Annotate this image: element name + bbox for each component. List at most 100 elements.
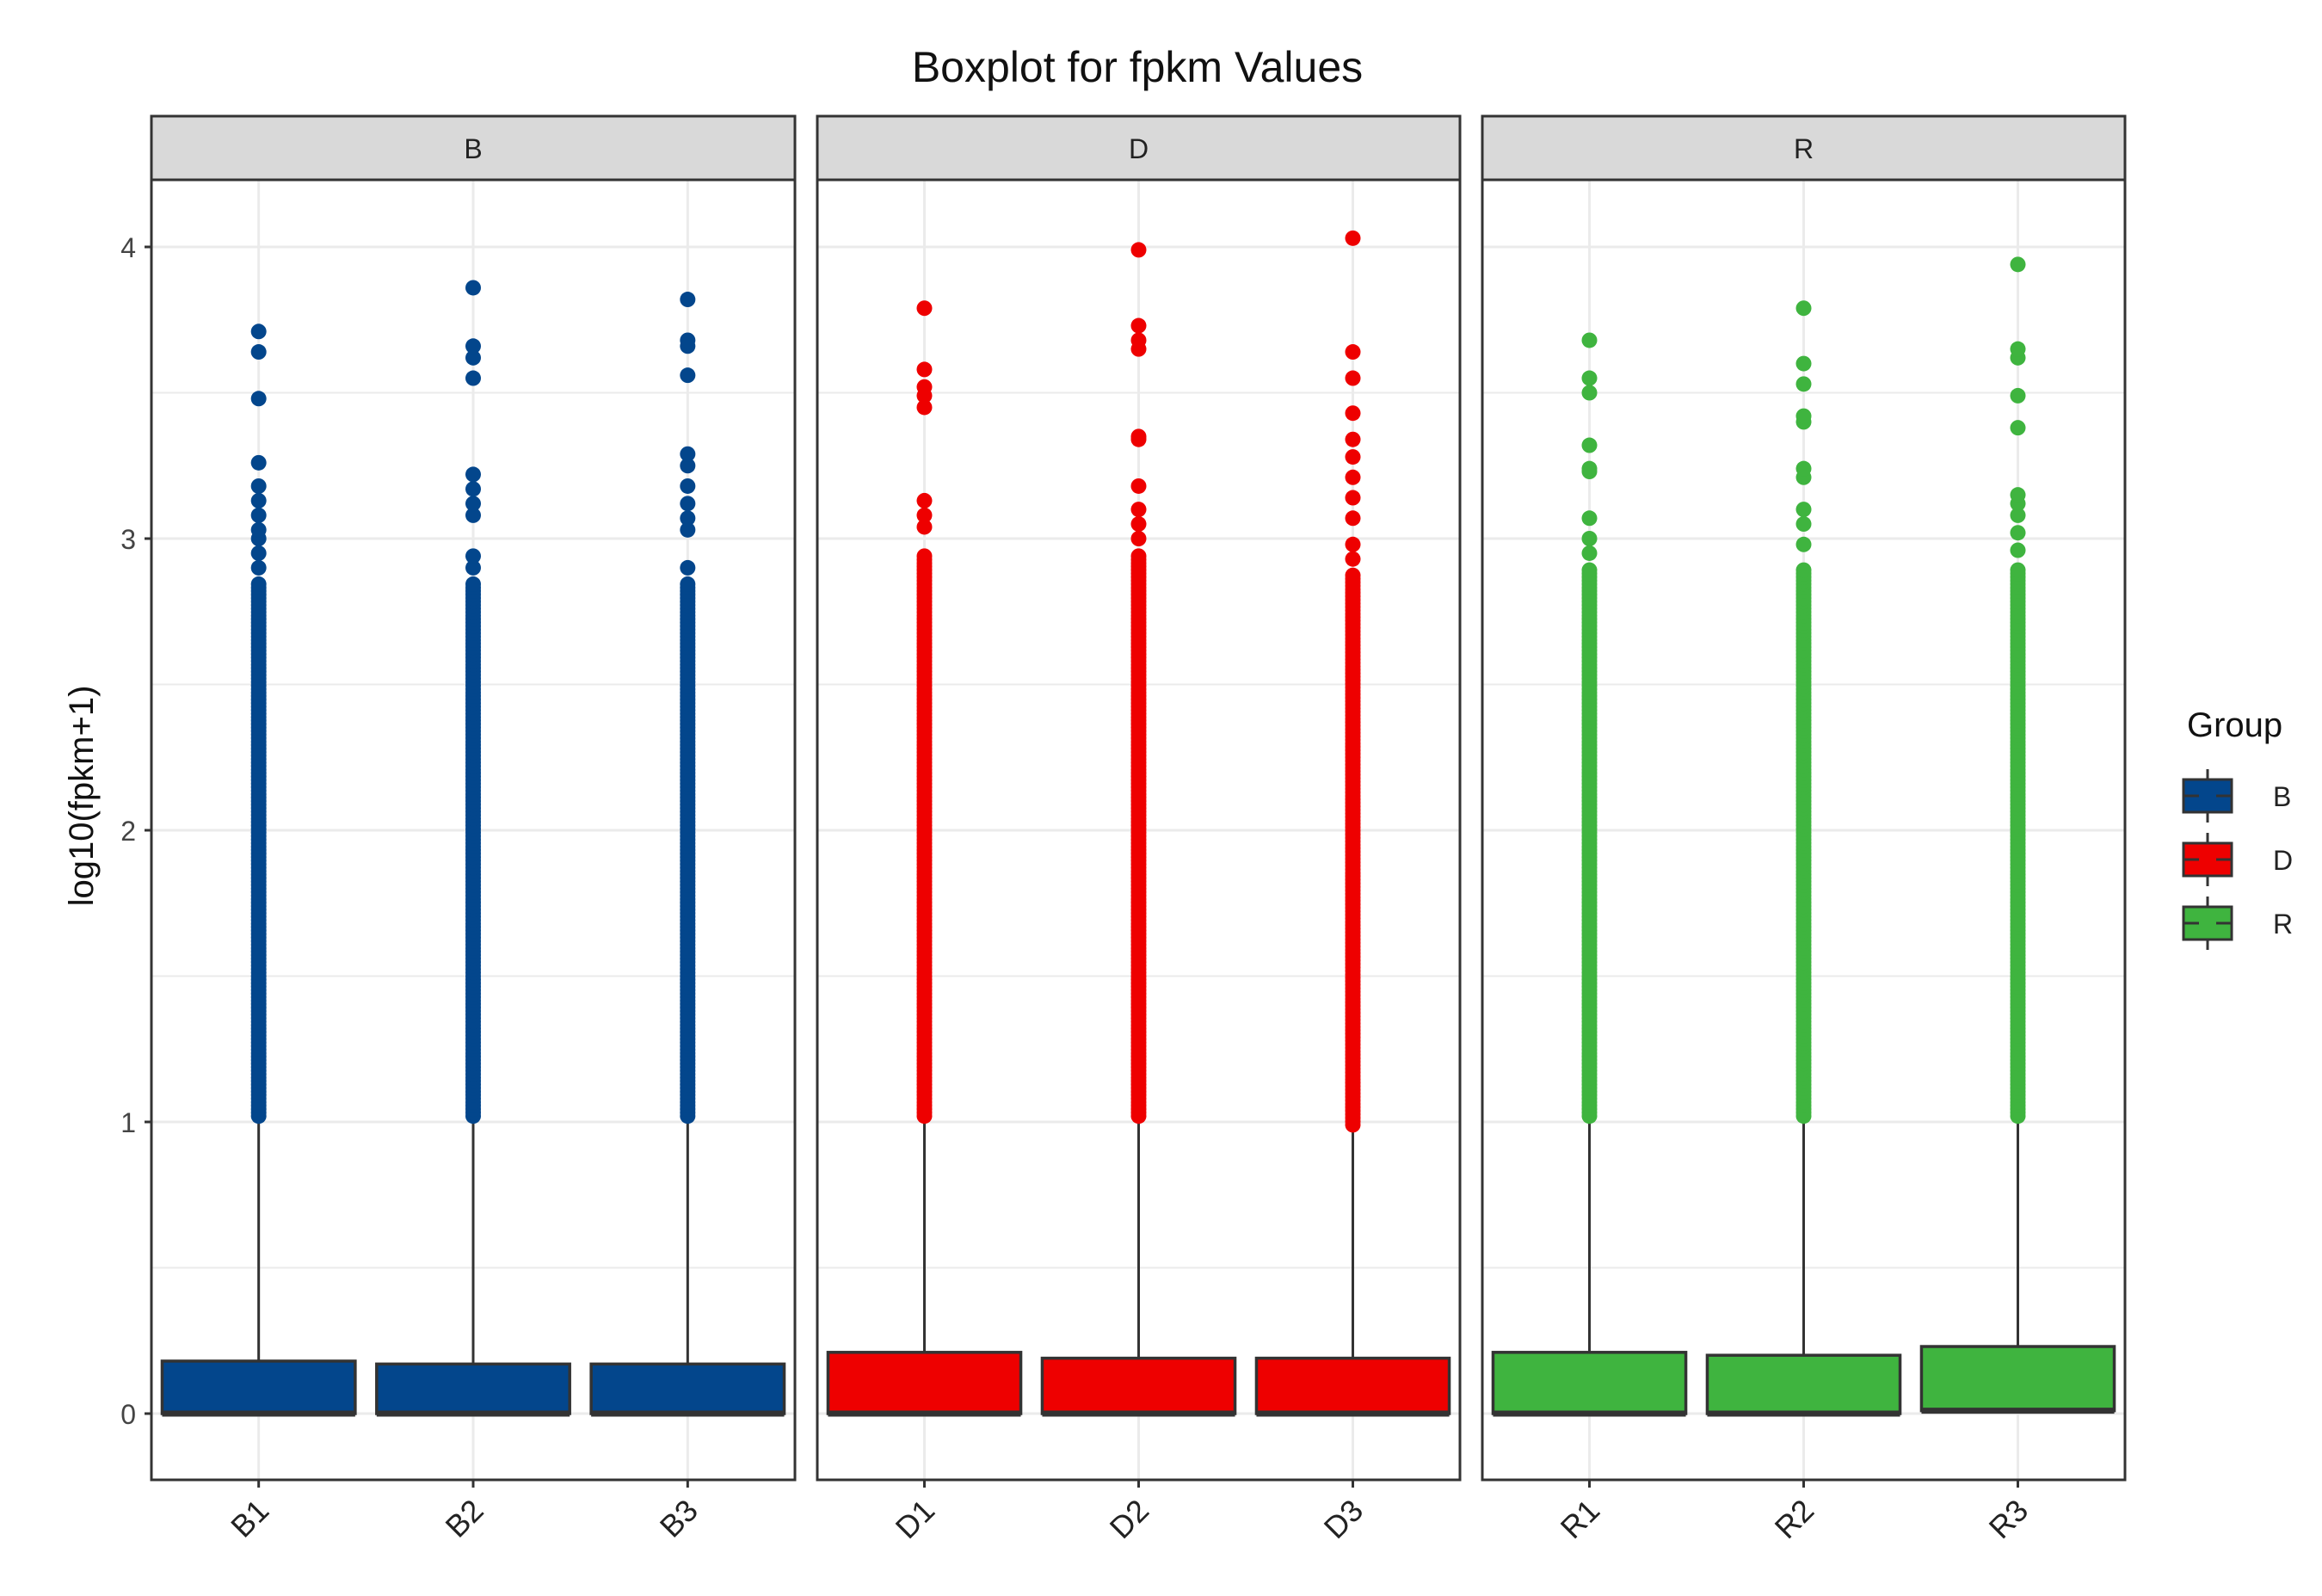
y-tick-label: 1 (120, 1107, 136, 1138)
outlier-point (1345, 230, 1361, 246)
outlier-point (916, 492, 933, 508)
box-body (1040, 1356, 1237, 1415)
outlier-point (250, 492, 267, 508)
outlier-point (250, 576, 267, 592)
outlier-point (2010, 487, 2026, 503)
outlier-point (2010, 387, 2026, 404)
y-axis-label: log10(fpkm+1) (63, 686, 101, 907)
y-tick-label: 0 (120, 1399, 136, 1430)
outlier-point (1345, 567, 1361, 583)
x-tick-label: R2 (1768, 1493, 1821, 1546)
outlier-point (1795, 502, 1812, 518)
box-body (589, 1362, 786, 1415)
outlier-point (465, 338, 481, 354)
chart-title: Boxplot for fpkm Values (912, 43, 1363, 91)
outlier-point (680, 521, 696, 538)
box-R2: R2 (1705, 300, 1902, 1546)
outlier-point (2010, 507, 2026, 523)
box-body (1254, 1356, 1451, 1415)
outlier-point (916, 361, 933, 378)
outlier-point (680, 332, 696, 348)
outlier-point (1130, 428, 1147, 445)
outlier-point (250, 545, 267, 561)
y-axis: 0 1 2 3 4 (120, 232, 151, 1430)
x-tick-label: R1 (1554, 1493, 1607, 1546)
box-B1: B1 (160, 324, 357, 1544)
outlier-point (1345, 536, 1361, 552)
outlier-point (250, 324, 267, 340)
facet-strip-label: R (1794, 133, 1814, 164)
box-body (1705, 1353, 1902, 1415)
box-R3: R3 (1919, 256, 2116, 1546)
box-body (826, 1351, 1023, 1415)
outlier-point (1345, 405, 1361, 422)
outlier-point (1581, 437, 1598, 453)
outlier-point (465, 548, 481, 564)
outlier-point (1130, 478, 1147, 494)
facet-panel-B: B B1 B2 B3 (150, 114, 797, 1544)
outlier-point (465, 280, 481, 296)
legend: Group B D R (2182, 706, 2293, 950)
outlier-point (1795, 536, 1812, 552)
outlier-point (680, 367, 696, 384)
outlier-point (680, 446, 696, 462)
outlier-point (250, 507, 267, 523)
panel-border (816, 178, 1462, 1482)
outlier-point (2010, 525, 2026, 541)
legend-title: Group (2187, 706, 2282, 744)
outlier-point (1130, 242, 1147, 258)
outlier-point (2010, 341, 2026, 357)
y-tick-label: 4 (120, 232, 136, 263)
outlier-point (916, 399, 933, 416)
outlier-point (916, 548, 933, 564)
outlier-point (1795, 516, 1812, 533)
y-tick-label: 3 (120, 524, 136, 555)
x-tick-label: D1 (889, 1493, 942, 1546)
outlier-point (1345, 431, 1361, 447)
outlier-point (680, 576, 696, 592)
outlier-point (465, 466, 481, 483)
outlier-point (465, 576, 481, 592)
outlier-point (1130, 531, 1147, 546)
outlier-point (1581, 545, 1598, 561)
outlier-point (250, 454, 267, 471)
x-tick-label: R3 (1982, 1493, 2036, 1546)
outlier-point (2010, 542, 2026, 558)
outlier-point (1581, 531, 1598, 546)
outlier-point (2010, 256, 2026, 273)
box-D3: D3 (1254, 230, 1451, 1545)
x-tick-label: B2 (439, 1493, 490, 1544)
facet-panel-R: R R1 R2 R3 (1481, 114, 2127, 1546)
outlier-point (916, 300, 933, 317)
facet-strip-label: B (464, 133, 482, 164)
outlier-point (1795, 300, 1812, 317)
panel-border (1481, 178, 2127, 1482)
outlier-point (1130, 516, 1147, 533)
outlier-point (1130, 548, 1147, 564)
outlier-point (1795, 355, 1812, 372)
outlier-point (1795, 562, 1812, 578)
outlier-point (1130, 317, 1147, 334)
facet-strip (1481, 114, 2127, 182)
legend-label: R (2273, 909, 2293, 940)
outlier-point (465, 349, 481, 366)
outlier-point (1795, 408, 1812, 424)
box-B2: B2 (375, 280, 571, 1544)
outlier-point (1581, 510, 1598, 527)
outlier-point (465, 507, 481, 523)
outlier-point (1345, 449, 1361, 465)
facet-panel-D: D D1 D2 D3 (816, 114, 1462, 1546)
legend-entry-D: D (2182, 833, 2293, 886)
legend-entry-B: B (2182, 769, 2291, 823)
outlier-point (680, 292, 696, 308)
outlier-point (1345, 490, 1361, 506)
outlier-point (680, 510, 696, 527)
outlier-point (1795, 376, 1812, 392)
outlier-point (916, 507, 933, 523)
legend-entry-R: R (2182, 897, 2293, 950)
box-body (1919, 1345, 2116, 1413)
outlier-point (916, 379, 933, 395)
outlier-point (1130, 502, 1147, 518)
box-body (375, 1362, 571, 1415)
